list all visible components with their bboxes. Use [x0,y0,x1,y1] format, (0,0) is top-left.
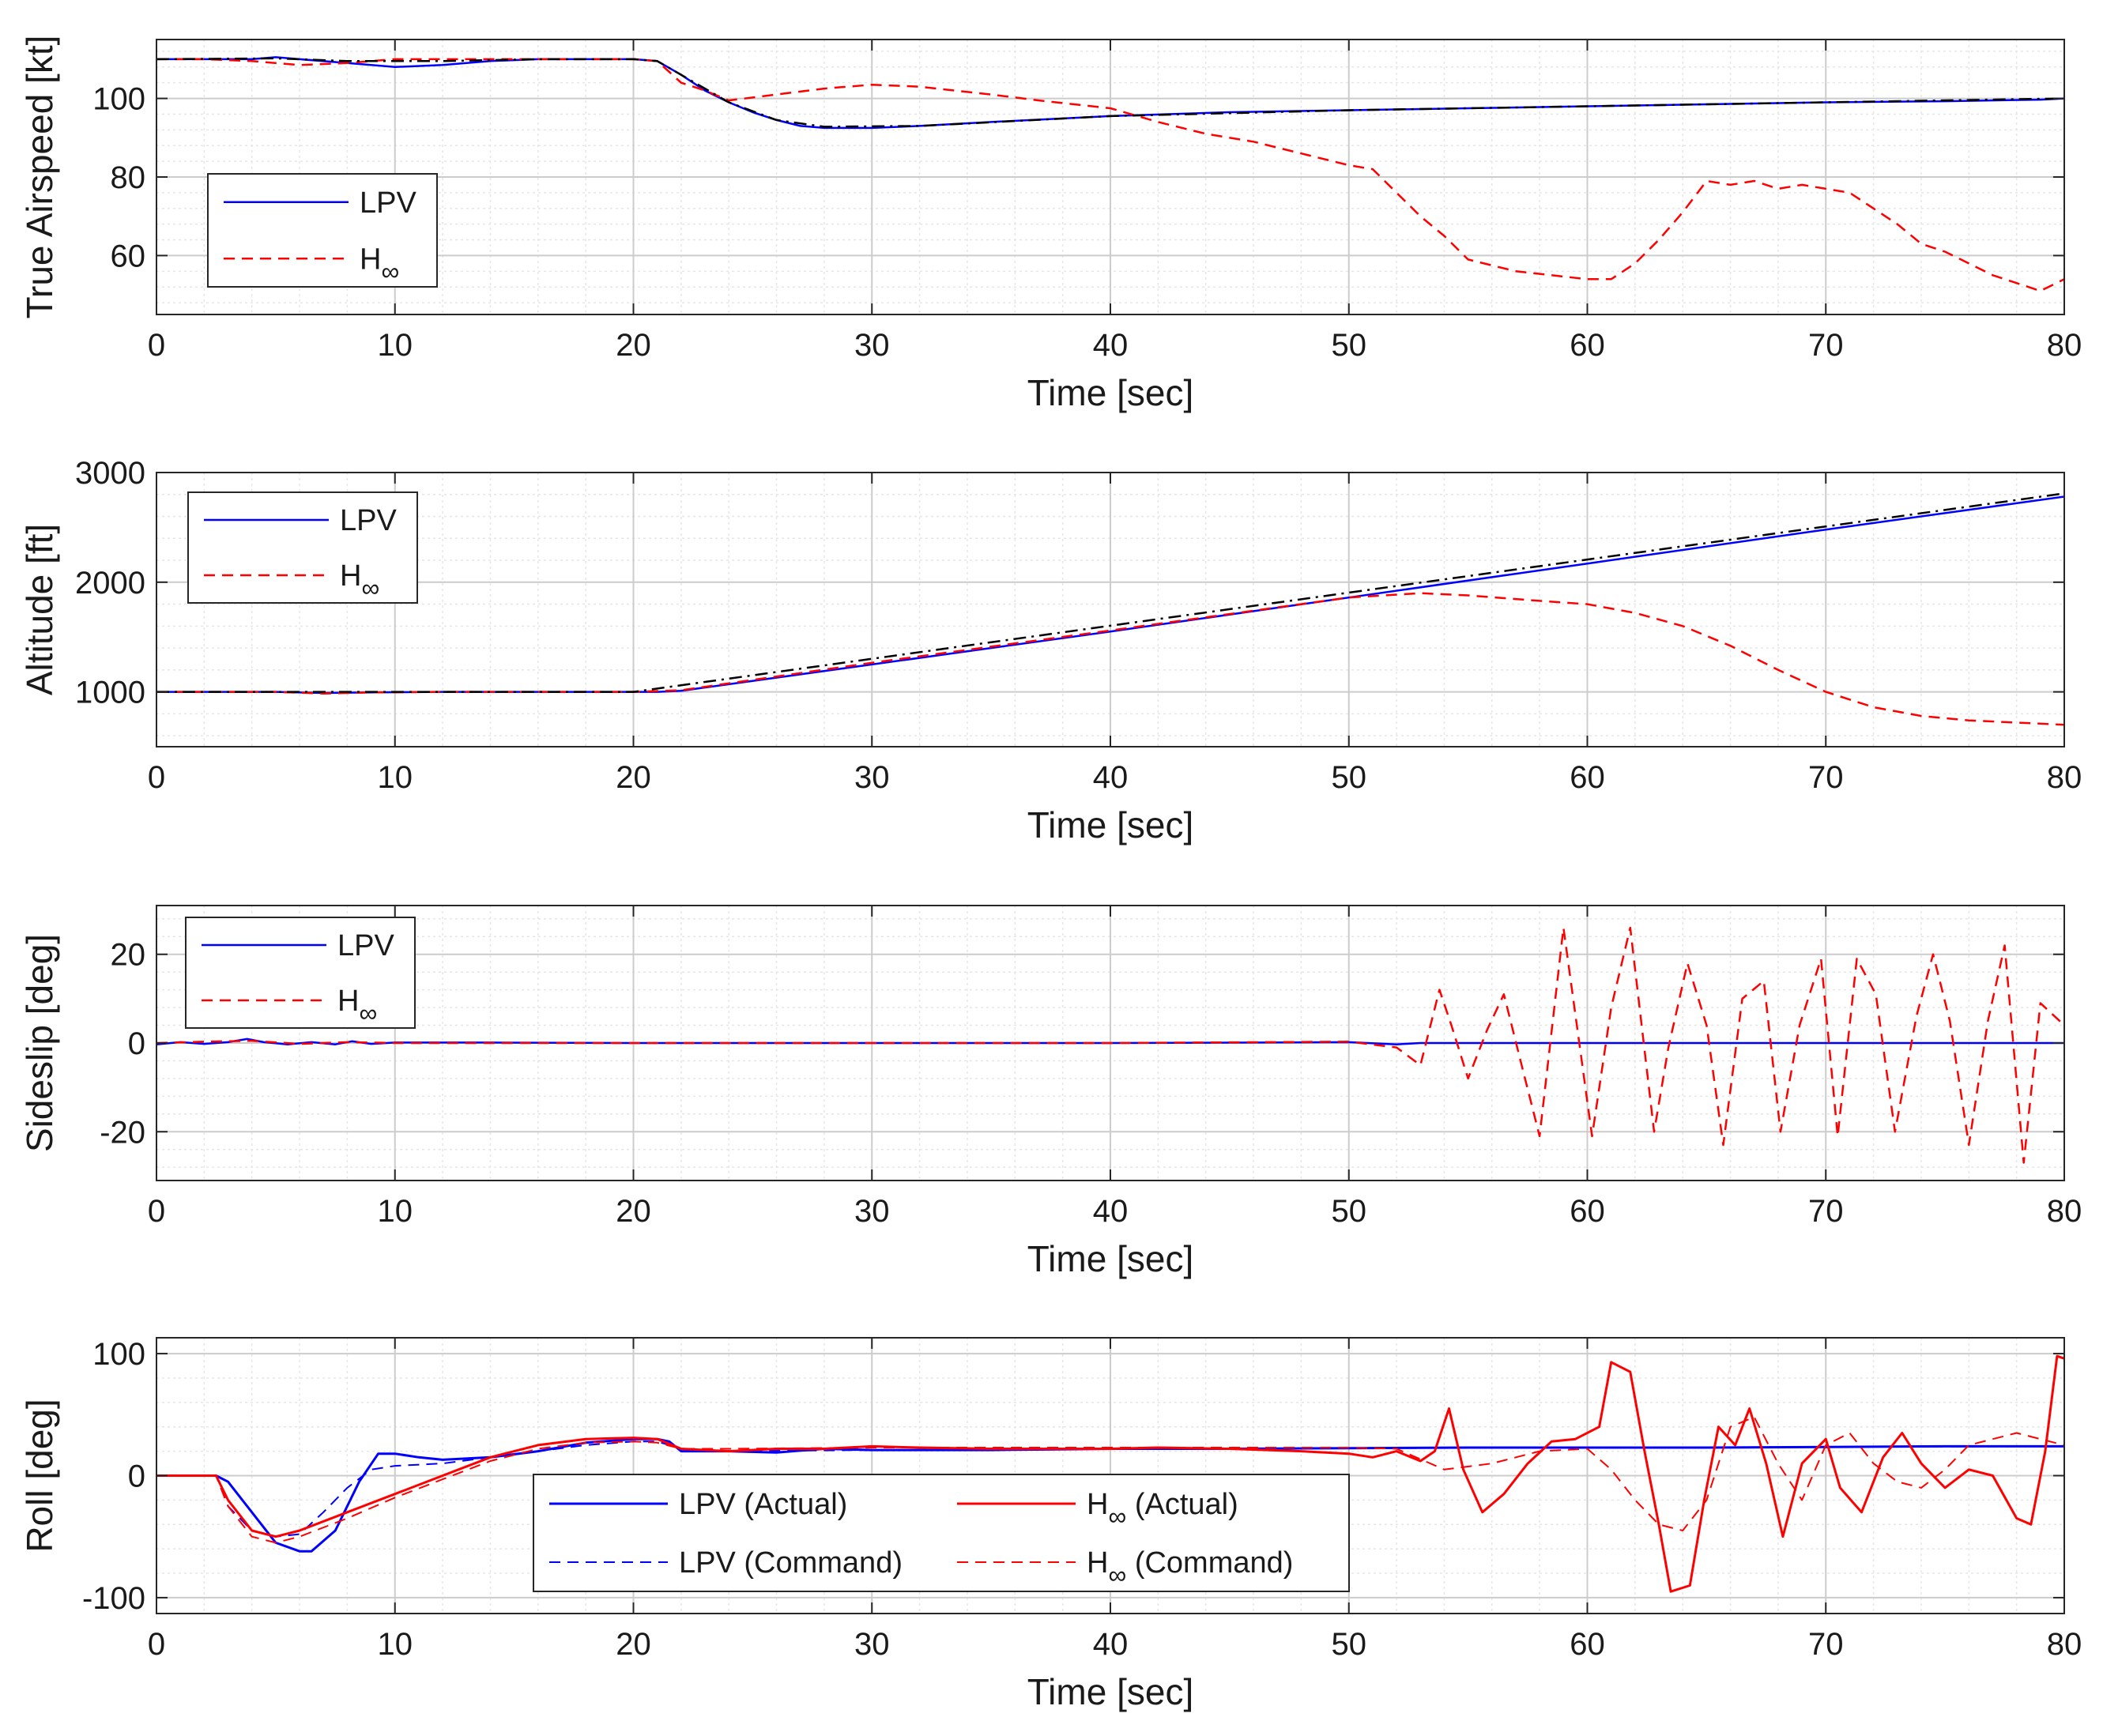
y-tick-label: 0 [128,1026,145,1061]
chart-altitude: 0 10 20 30 40 50 60 70 80 1000 2000 3000 Time [sec] A… [19,456,2082,845]
legend: LPV H∞ [187,491,418,604]
x-tick-label: 20 [616,1194,651,1229]
x-axis-label: Time [sec] [1027,804,1193,845]
legend-label: H∞ [360,243,399,285]
series-line-command [156,57,2064,128]
x-tick-label: 80 [2047,1194,2082,1229]
x-axis-label: Time [sec] [1027,372,1193,413]
series-group [156,926,2064,1164]
x-tick-label: 70 [1808,1194,1844,1229]
x-tick-label: 80 [2047,1627,2082,1662]
legend-box [533,1474,1350,1592]
x-tick-label: 70 [1808,328,1844,363]
legend: LPV (Actual) LPV (Command) H∞ (Actual) H∞ (… [533,1474,1350,1592]
x-tick-label: 0 [148,760,165,795]
x-axis-label: Time [sec] [1027,1238,1193,1279]
chart-airspeed: 0 10 20 30 40 50 60 70 80 60 80 100 Time [sec] True A… [19,36,2082,413]
x-tick-label: 10 [378,328,413,363]
x-tick-label: 60 [1570,328,1605,363]
y-tick-label: 80 [111,160,146,195]
y-tick-label: 20 [111,938,146,973]
x-tick-label: 30 [854,760,890,795]
legend-label: H∞ (Command) [1087,1546,1293,1589]
legend: LPV H∞ [185,917,416,1029]
legend-box [187,491,418,604]
y-axis-label: Sideslip [deg] [19,934,60,1152]
x-tick-label: 30 [854,1194,890,1229]
y-tick-label: -100 [82,1581,145,1616]
y-tick-label: 0 [128,1459,145,1494]
legend-label: LPV (Command) [679,1546,903,1580]
x-tick-label: 0 [148,1627,165,1662]
x-tick-label: 10 [378,760,413,795]
legend-label: LPV (Actual) [679,1488,847,1521]
legend-label: LPV [360,186,416,220]
x-axis-label: Time [sec] [1027,1671,1193,1712]
legend-label: LPV [337,929,394,962]
series-group [156,1354,2064,1593]
x-tick-label: 60 [1570,760,1605,795]
series-line-h-actual [156,1354,2064,1593]
series-line-h-command [156,1416,2064,1544]
y-axis-label: Altitude [ft] [19,524,60,695]
y-tick-label: 60 [111,239,146,273]
x-tick-label: 50 [1332,760,1367,795]
legend-label: H∞ [337,985,377,1027]
x-tick-label: 40 [1093,760,1129,795]
legend: LPV H∞ [207,173,438,288]
x-tick-label: 30 [854,1627,890,1662]
legend-label: LPV [340,504,397,537]
x-tick-label: 40 [1093,1194,1129,1229]
x-tick-label: 50 [1332,328,1367,363]
x-tick-label: 50 [1332,1194,1367,1229]
x-tick-label: 0 [148,328,165,363]
chart-sideslip: 0 10 20 30 40 50 60 70 80 -20 0 20 Time [sec] Sidesli… [19,905,2082,1279]
x-tick-label: 10 [378,1194,413,1229]
x-tick-label: 50 [1332,1627,1367,1662]
x-tick-label: 20 [616,328,651,363]
x-tick-label: 80 [2047,760,2082,795]
x-tick-label: 40 [1093,1627,1129,1662]
legend-box [207,173,438,288]
x-tick-label: 0 [148,1194,165,1229]
series-group [156,492,2064,726]
y-axis-label: Roll [deg] [19,1399,60,1552]
y-axis-label: True Airspeed [kt] [19,36,60,319]
legend-label: H∞ [340,559,379,602]
y-tick-label: 1000 [75,676,145,710]
x-tick-label: 20 [616,1627,651,1662]
grid [156,473,2064,747]
x-tick-label: 60 [1570,1194,1605,1229]
legend-box [185,917,416,1029]
series-group [156,56,2064,292]
series-line-command [156,492,2064,693]
x-tick-label: 20 [616,760,651,795]
x-tick-label: 60 [1570,1627,1605,1662]
legend-label: H∞ (Actual) [1087,1488,1238,1531]
y-tick-label: -20 [100,1115,145,1150]
x-tick-label: 30 [854,328,890,363]
y-tick-label: 2000 [75,566,145,601]
x-tick-label: 10 [378,1627,413,1662]
x-tick-label: 70 [1808,760,1844,795]
y-tick-label: 3000 [75,456,145,491]
x-tick-label: 70 [1808,1627,1844,1662]
y-tick-label: 100 [92,82,145,117]
x-tick-label: 40 [1093,328,1129,363]
y-tick-label: 100 [92,1337,145,1372]
series-line-h [156,592,2064,726]
x-tick-label: 80 [2047,328,2082,363]
